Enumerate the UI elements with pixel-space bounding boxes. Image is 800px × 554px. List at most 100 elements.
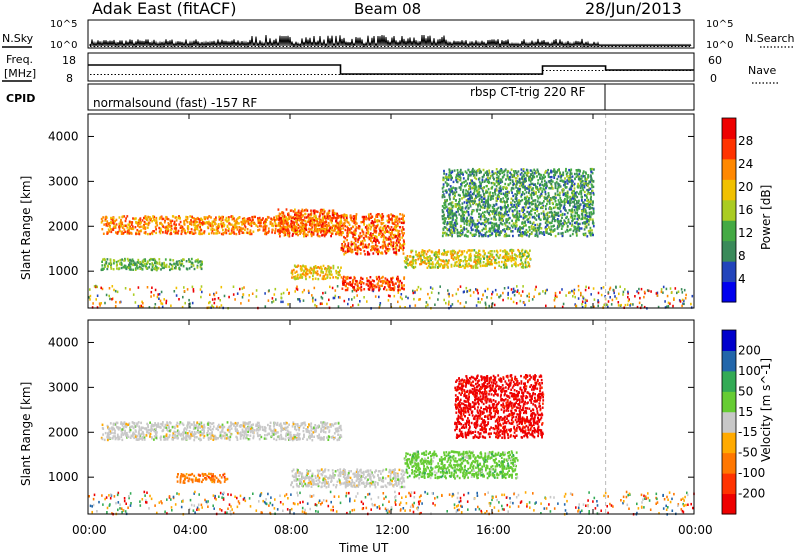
range-cell bbox=[368, 288, 371, 291]
range-cell bbox=[414, 304, 417, 307]
range-cell bbox=[487, 201, 489, 204]
range-cell bbox=[569, 228, 572, 231]
range-cell bbox=[554, 219, 557, 222]
range-cell bbox=[286, 220, 288, 224]
range-cell bbox=[498, 256, 501, 259]
range-cell bbox=[290, 225, 293, 228]
range-cell bbox=[199, 223, 201, 226]
range-cell bbox=[442, 183, 445, 186]
range-cell bbox=[380, 235, 383, 239]
range-cell bbox=[279, 230, 282, 233]
range-cell bbox=[325, 269, 328, 273]
range-cell bbox=[518, 250, 520, 253]
range-cell bbox=[114, 226, 117, 229]
range-cell bbox=[573, 184, 575, 187]
range-cell bbox=[559, 291, 561, 294]
range-cell bbox=[298, 211, 301, 215]
range-cell bbox=[109, 261, 112, 264]
range-cell bbox=[473, 249, 476, 252]
range-cell bbox=[379, 229, 381, 232]
range-cell bbox=[378, 295, 380, 299]
range-cell bbox=[128, 228, 130, 232]
range-cell bbox=[391, 288, 394, 292]
range-cell bbox=[387, 249, 390, 253]
range-cell bbox=[484, 203, 487, 206]
range-cell bbox=[402, 218, 405, 222]
range-cell bbox=[205, 216, 207, 219]
range-cell bbox=[249, 229, 252, 232]
range-cell bbox=[249, 231, 252, 235]
range-cell bbox=[210, 228, 213, 231]
range-cell bbox=[459, 172, 462, 175]
range-cell bbox=[582, 188, 585, 192]
range-cell bbox=[479, 257, 482, 260]
range-cell bbox=[373, 227, 376, 230]
range-cell bbox=[467, 178, 469, 181]
range-cell bbox=[425, 301, 428, 304]
range-cell bbox=[301, 218, 304, 222]
range-cell bbox=[220, 223, 222, 226]
range-cell bbox=[183, 290, 186, 293]
range-cell bbox=[119, 262, 121, 266]
range-cell bbox=[417, 258, 420, 261]
range-cell bbox=[195, 217, 198, 221]
range-cell bbox=[491, 185, 494, 189]
range-cell bbox=[514, 263, 516, 266]
range-cell bbox=[531, 182, 534, 186]
range-cell bbox=[463, 290, 465, 293]
range-cell bbox=[656, 294, 659, 297]
range-cell bbox=[327, 221, 330, 225]
range-cell bbox=[181, 228, 184, 231]
range-cell bbox=[186, 288, 189, 291]
range-cell bbox=[563, 213, 566, 216]
range-cell bbox=[241, 223, 243, 226]
range-cell bbox=[533, 183, 535, 186]
range-cell bbox=[214, 221, 216, 224]
range-cell bbox=[319, 267, 321, 270]
range-cell bbox=[127, 266, 130, 269]
range-cell bbox=[550, 233, 552, 236]
range-cell bbox=[522, 266, 524, 269]
range-cell bbox=[275, 215, 278, 218]
range-cell bbox=[115, 231, 117, 234]
range-cell bbox=[531, 222, 534, 225]
range-cell bbox=[407, 264, 409, 267]
range-cell bbox=[336, 221, 339, 224]
range-cell bbox=[160, 221, 162, 225]
range-cell bbox=[283, 221, 286, 224]
range-cell bbox=[131, 258, 134, 261]
range-cell bbox=[373, 279, 375, 283]
range-cell bbox=[106, 231, 109, 234]
range-cell bbox=[162, 217, 165, 221]
range-cell bbox=[664, 300, 666, 303]
range-cell bbox=[476, 229, 479, 232]
range-cell bbox=[369, 212, 372, 216]
range-cell bbox=[518, 185, 521, 188]
range-cell bbox=[485, 189, 487, 192]
range-cell bbox=[467, 235, 469, 238]
range-cell bbox=[554, 200, 557, 203]
range-cell bbox=[587, 176, 589, 179]
range-cell bbox=[120, 218, 122, 222]
range-cell bbox=[353, 220, 355, 223]
range-cell bbox=[575, 234, 578, 237]
range-cell bbox=[426, 250, 429, 253]
range-cell bbox=[402, 228, 405, 231]
freq-panel: Freq. [MHz] 18 8 60 0 Nave bbox=[2, 52, 780, 85]
range-cell bbox=[338, 271, 341, 274]
range-cell bbox=[476, 195, 479, 198]
range-cell bbox=[527, 187, 530, 190]
range-cell bbox=[524, 261, 527, 264]
range-cell bbox=[670, 291, 673, 294]
range-cell bbox=[465, 199, 468, 202]
range-cell bbox=[510, 189, 513, 192]
range-cell bbox=[158, 226, 161, 230]
range-cell bbox=[123, 224, 125, 227]
range-cell bbox=[638, 301, 641, 305]
range-cell bbox=[542, 210, 545, 213]
range-cell bbox=[189, 222, 192, 225]
range-cell bbox=[533, 168, 536, 171]
range-cell bbox=[511, 254, 514, 257]
range-cell bbox=[109, 225, 111, 228]
range-cell bbox=[414, 291, 416, 294]
